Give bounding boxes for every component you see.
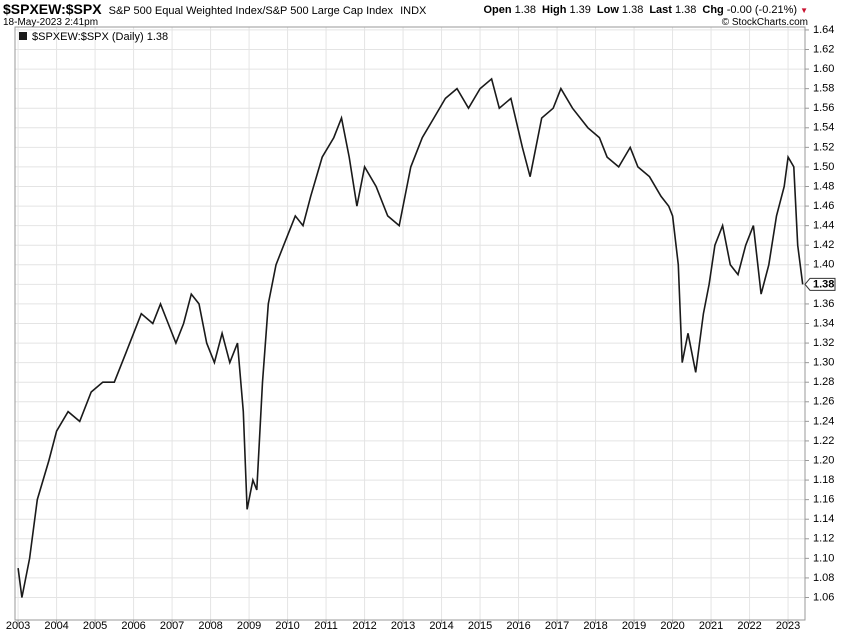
x-tick-label: 2004 — [44, 620, 68, 632]
y-tick-label: 1.60 — [813, 63, 834, 75]
symbol: $SPXEW:$SPX — [3, 1, 102, 17]
price-line — [17, 77, 804, 598]
quote-label: High — [542, 4, 567, 16]
x-tick-label: 2020 — [660, 620, 684, 632]
credit: © StockCharts.com — [721, 17, 808, 28]
legend-swatch — [19, 32, 27, 40]
y-tick-label: 1.28 — [813, 376, 834, 388]
x-tick-label: 2017 — [545, 620, 569, 632]
y-tick-label: 1.64 — [813, 24, 834, 36]
y-tick-label: 1.44 — [813, 220, 834, 232]
x-tick-label: 2010 — [275, 620, 299, 632]
last-value-label: 1.38 — [813, 278, 834, 290]
y-tick-label: 1.46 — [813, 200, 834, 212]
x-tick-label: 2012 — [352, 620, 376, 632]
y-tick-label: 1.56 — [813, 102, 834, 114]
x-tick-label: 2011 — [314, 620, 338, 632]
header-left: $SPXEW:$SPX S&P 500 Equal Weighted Index… — [3, 1, 426, 17]
y-tick-label: 1.62 — [813, 43, 834, 55]
x-tick-label: 2006 — [121, 620, 145, 632]
quote-value: -0.00 (-0.21%) — [726, 4, 798, 16]
y-tick-label: 1.26 — [813, 396, 834, 408]
y-tick-label: 1.58 — [813, 83, 834, 95]
y-tick-label: 1.48 — [813, 180, 834, 192]
y-tick-label: 1.22 — [813, 435, 834, 447]
x-tick-label: 2014 — [429, 620, 453, 632]
subtitle: S&P 500 Equal Weighted Index/S&P 500 Lar… — [108, 5, 393, 17]
quote: Open 1.38 High 1.39 Low 1.38 Last 1.38 Chg -0.00 … — [477, 4, 808, 16]
quote-value: 1.39 — [569, 4, 591, 16]
y-tick-label: 1.08 — [813, 572, 834, 584]
x-tick-label: 2018 — [583, 620, 607, 632]
quote-label: Low — [596, 4, 619, 16]
exchange: INDX — [400, 5, 427, 17]
plot-border — [14, 26, 806, 621]
y-tick-label: 1.34 — [813, 317, 834, 329]
x-tick-label: 2016 — [506, 620, 530, 632]
y-tick-label: 1.32 — [813, 337, 834, 349]
last-value-pointer — [804, 277, 836, 291]
y-tick-label: 1.30 — [813, 357, 834, 369]
y-tick-label: 1.52 — [813, 141, 834, 153]
quote-label: Chg — [702, 4, 724, 16]
x-tick-label: 2023 — [776, 620, 800, 632]
x-tick-label: 2007 — [160, 620, 184, 632]
x-tick-label: 2015 — [468, 620, 492, 632]
y-tick-label: 1.06 — [813, 591, 834, 603]
x-tick-label: 2005 — [83, 620, 107, 632]
y-tick-label: 1.40 — [813, 259, 834, 271]
y-tick-label: 1.36 — [813, 298, 834, 310]
y-tick-label: 1.10 — [813, 552, 834, 564]
y-tick-label: 1.16 — [813, 494, 834, 506]
quote-label: Open — [483, 4, 512, 16]
y-tick-label: 1.20 — [813, 454, 834, 466]
quote-label: Last — [649, 4, 672, 16]
down-arrow: ▼ — [800, 6, 808, 15]
quote-value: 1.38 — [514, 4, 537, 16]
x-tick-label: 2022 — [737, 620, 761, 632]
y-tick-label: 1.54 — [813, 122, 834, 134]
legend: $SPXEW:$SPX (Daily) 1.38 — [32, 31, 168, 43]
x-tick-label: 2008 — [198, 620, 222, 632]
x-tick-label: 2021 — [699, 620, 723, 632]
y-tick-label: 1.12 — [813, 533, 834, 545]
x-tick-label: 2019 — [622, 620, 646, 632]
y-tick-label: 1.14 — [813, 513, 834, 525]
quote-value: 1.38 — [621, 4, 644, 16]
y-tick-label: 1.42 — [813, 239, 834, 251]
y-tick-label: 1.50 — [813, 161, 834, 173]
x-tick-label: 2009 — [237, 620, 261, 632]
quote-value: 1.38 — [674, 4, 697, 16]
y-tick-label: 1.24 — [813, 415, 834, 427]
x-tick-label: 2003 — [6, 620, 30, 632]
x-tick-label: 2013 — [391, 620, 415, 632]
y-tick-label: 1.18 — [813, 474, 834, 486]
date: 18-May-2023 2:41pm — [3, 17, 99, 28]
